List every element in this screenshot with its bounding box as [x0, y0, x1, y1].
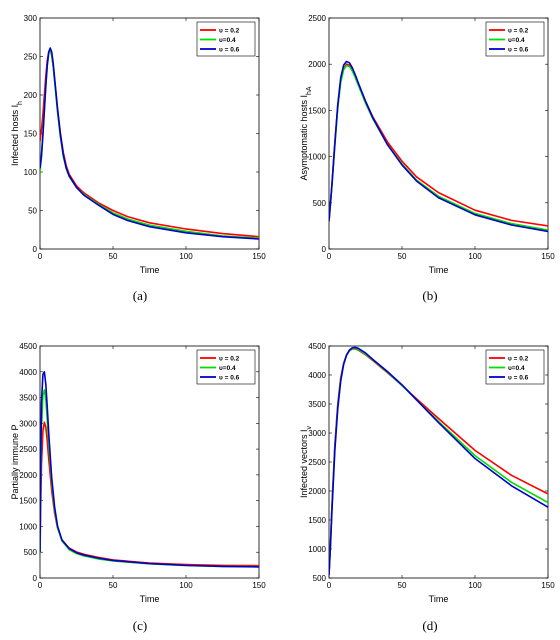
y-tick-label: 4000: [19, 368, 37, 377]
x-axis-title: Time: [429, 594, 449, 604]
y-tick-label: 4000: [308, 371, 326, 380]
x-tick-label: 100: [179, 581, 193, 590]
x-axis-title: Time: [140, 594, 160, 604]
x-tick-label: 0: [327, 581, 332, 590]
y-tick-label: 2500: [308, 14, 326, 23]
y-tick-label: 300: [24, 14, 38, 23]
legend: υ = 0.2 υ=0.4 υ = 0.6: [485, 21, 545, 57]
y-tick-label: 1000: [308, 545, 326, 554]
series-line-3: [329, 60, 548, 233]
legend-label: υ = 0.2: [219, 355, 240, 362]
x-tick-label: 50: [398, 581, 407, 590]
legend: υ = 0.2 υ=0.4 υ = 0.6: [196, 349, 256, 385]
y-tick-label: 1500: [308, 516, 326, 525]
y-axis-title-subscript: v: [306, 425, 313, 429]
x-axis-title: Time: [140, 265, 160, 275]
y-tick-label: 200: [24, 91, 38, 100]
panel-caption: (b): [422, 288, 437, 303]
x-axis-title: Time: [429, 265, 449, 275]
x-tick-label: 100: [468, 252, 482, 261]
y-tick-label: 3500: [19, 394, 37, 403]
y-tick-label: 0: [33, 245, 38, 254]
chart-panel-d: 500 1000 1500 2000 2500 3000 3500 4000 4500 0 50 10…: [299, 342, 555, 633]
x-tick-label: 50: [398, 252, 407, 261]
x-tick-label: 0: [38, 581, 43, 590]
y-tick-label: 2500: [19, 445, 37, 454]
y-axis-title-subscript: h: [17, 101, 24, 105]
legend-label: υ = 0.6: [508, 46, 529, 53]
series-line-3: [329, 346, 548, 576]
legend: υ = 0.2 υ=0.4 υ = 0.6: [196, 21, 256, 57]
legend-label: υ = 0.6: [508, 374, 529, 381]
series-line-3: [40, 47, 259, 240]
x-tick-label: 100: [468, 581, 482, 590]
legend: υ = 0.2 υ=0.4 υ = 0.6: [485, 349, 545, 385]
y-tick-label: 1500: [19, 497, 37, 506]
chart-panel-b: 0 500 1000 1500 2000 2500 0 50 100 150 Time Asympto…: [299, 14, 555, 303]
y-tick-label: 50: [28, 207, 37, 216]
legend-label: υ = 0.6: [219, 46, 240, 53]
plot-area: [328, 17, 549, 250]
y-tick-label: 3000: [19, 419, 37, 428]
x-tick-label: 50: [109, 252, 118, 261]
plot-area: [328, 345, 549, 579]
x-tick-label: 0: [38, 252, 43, 261]
legend-label: υ=0.4: [508, 37, 525, 44]
y-tick-label: 150: [24, 130, 38, 139]
legend-label: υ=0.4: [219, 365, 236, 372]
y-axis-title: Infected hosts Ih: [10, 101, 24, 166]
plot-area: [39, 345, 260, 579]
y-tick-label: 500: [24, 548, 38, 557]
y-tick-label: 2000: [19, 471, 37, 480]
legend-label: υ = 0.2: [508, 27, 529, 34]
y-tick-label: 4500: [19, 342, 37, 351]
panel-caption: (c): [133, 618, 147, 633]
panel-caption: (d): [422, 618, 437, 633]
y-axis-title: Asymptomatic hosts IhA: [299, 86, 313, 180]
x-tick-label: 150: [252, 252, 266, 261]
series-line-3: [40, 370, 259, 568]
x-tick-label: 150: [541, 252, 555, 261]
chart-panel-a: 0 50 100 150 200 250 300 0 50 100 150 Time Infected …: [10, 14, 266, 303]
y-tick-label: 100: [24, 168, 38, 177]
panel-caption: (a): [133, 288, 147, 303]
y-tick-label: 250: [24, 53, 38, 62]
chart-panel-c: 0 500 1000 1500 2000 2500 3000 3500 4000 4500 0 50 1…: [10, 342, 266, 633]
y-tick-label: 3500: [308, 400, 326, 409]
y-tick-label: 2000: [308, 487, 326, 496]
plot-area: [39, 17, 260, 250]
y-tick-label: 500: [313, 199, 327, 208]
y-tick-label: 2500: [308, 458, 326, 467]
x-tick-label: 50: [109, 581, 118, 590]
y-tick-label: 0: [33, 574, 38, 583]
x-tick-label: 150: [252, 581, 266, 590]
y-tick-label: 0: [322, 245, 327, 254]
legend-label: υ = 0.6: [219, 374, 240, 381]
y-axis-title: Partially immune P: [10, 424, 20, 499]
y-tick-label: 4500: [308, 342, 326, 351]
y-tick-label: 1500: [308, 106, 326, 115]
y-axis-title-subscript: hA: [306, 86, 313, 95]
y-tick-label: 2000: [308, 60, 326, 69]
y-tick-label: 1000: [308, 153, 326, 162]
x-tick-label: 100: [179, 252, 193, 261]
legend-label: υ=0.4: [508, 365, 525, 372]
legend-label: υ = 0.2: [219, 27, 240, 34]
legend-label: υ=0.4: [219, 37, 236, 44]
x-tick-label: 0: [327, 252, 332, 261]
y-tick-label: 3000: [308, 429, 326, 438]
y-tick-label: 500: [313, 574, 327, 583]
legend-label: υ = 0.2: [508, 355, 529, 362]
y-tick-label: 1000: [19, 522, 37, 531]
x-tick-label: 150: [541, 581, 555, 590]
